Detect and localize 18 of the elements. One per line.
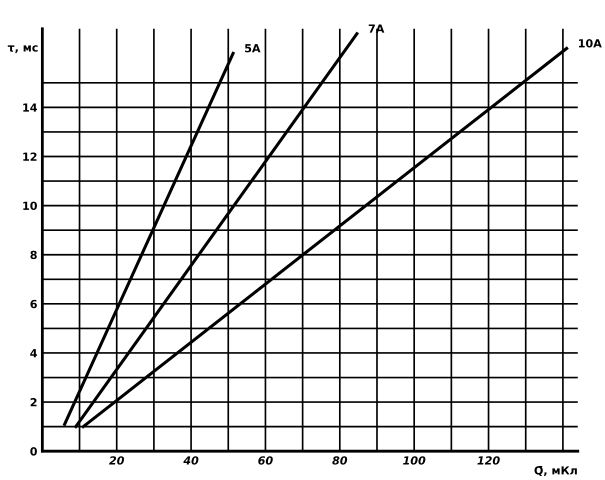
y-axis-title: τ, мс — [8, 45, 38, 54]
series-label: 10A — [578, 39, 602, 48]
y-tick-label: 4 — [30, 349, 37, 358]
x-tick-label: 80 — [332, 456, 348, 465]
x-tick-label: 100 — [403, 456, 426, 465]
y-tick-label: 6 — [30, 300, 37, 308]
y-tick-label: 10 — [23, 202, 37, 210]
x-tick-label: 120 — [477, 456, 500, 465]
y-tick-label: 8 — [30, 250, 37, 260]
x-tick-label: 20 — [109, 456, 124, 465]
y-tick-label: 14 — [23, 104, 37, 112]
x-tick-label: 40 — [183, 456, 198, 465]
x-axis-title: Q̄, мКл — [534, 466, 577, 476]
y-tick-label: 2 — [30, 398, 37, 406]
y-tick-label: 12 — [23, 152, 37, 161]
x-tick-label: 60 — [258, 456, 273, 465]
series-label: 5A — [245, 44, 260, 52]
y-tick-label: 0 — [30, 447, 37, 456]
